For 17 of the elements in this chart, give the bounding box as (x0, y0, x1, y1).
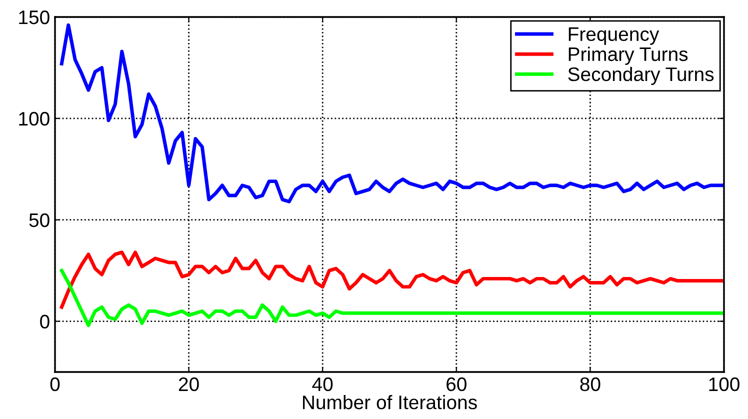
y-tick-label: 50 (29, 213, 50, 228)
x-tick-label: 80 (580, 377, 600, 392)
x-axis-title: Number of Iterations (303, 394, 477, 410)
line-series (60, 23, 724, 204)
y-tick-label: 100 (19, 112, 50, 126)
x-tick-label: 0 (50, 377, 60, 392)
legend-label: Frequency (568, 27, 660, 45)
line-series (60, 268, 724, 328)
x-tick-label: 20 (178, 377, 199, 392)
line-series (60, 250, 724, 309)
x-tick-label: 40 (312, 377, 333, 392)
y-tick-label: 0 (40, 314, 50, 329)
legend-label: Secondary Turns (568, 66, 714, 85)
legend-label: Primary Turns (568, 46, 688, 65)
x-tick-label: 60 (446, 377, 466, 392)
x-tick-label: 100 (709, 377, 740, 392)
y-tick-label: 150 (19, 10, 50, 24)
